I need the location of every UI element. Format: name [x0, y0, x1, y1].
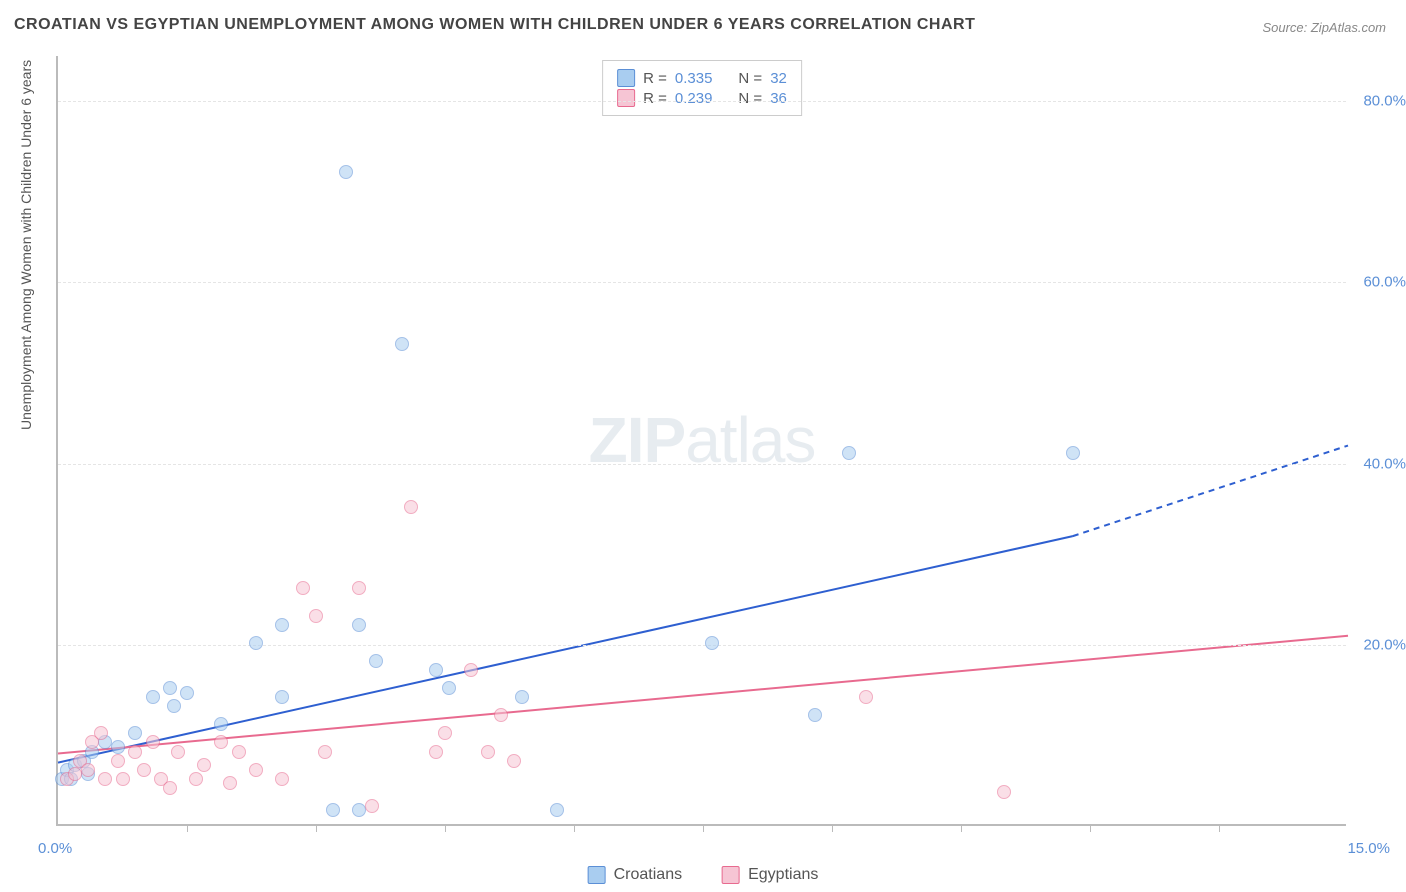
data-point [404, 500, 418, 514]
data-point [352, 581, 366, 595]
y-grid-label: 80.0% [1363, 93, 1406, 110]
data-point [111, 754, 125, 768]
data-point [197, 758, 211, 772]
trend-line [58, 636, 1348, 754]
y-axis-label: Unemployment Among Women with Children U… [18, 60, 34, 430]
data-point [326, 803, 340, 817]
data-point [429, 745, 443, 759]
data-point [1066, 446, 1080, 460]
data-point [128, 726, 142, 740]
x-start-label: 0.0% [38, 840, 72, 857]
data-point [171, 745, 185, 759]
x-tick [1219, 824, 1220, 832]
gridline [58, 282, 1346, 283]
data-point [94, 726, 108, 740]
x-tick [316, 824, 317, 832]
data-point [223, 776, 237, 790]
data-point [842, 446, 856, 460]
data-point [442, 681, 456, 695]
legend-label-egyptians: Egyptians [748, 866, 818, 884]
x-tick [1090, 824, 1091, 832]
trend-lines [58, 56, 1346, 824]
y-grid-label: 40.0% [1363, 455, 1406, 472]
gridline [58, 464, 1346, 465]
data-point [309, 609, 323, 623]
data-point [146, 690, 160, 704]
data-point [429, 663, 443, 677]
data-point [464, 663, 478, 677]
data-point [808, 708, 822, 722]
x-tick [703, 824, 704, 832]
data-point [137, 763, 151, 777]
data-point [81, 763, 95, 777]
x-tick [574, 824, 575, 832]
data-point [146, 735, 160, 749]
data-point [997, 785, 1011, 799]
data-point [859, 690, 873, 704]
data-point [163, 781, 177, 795]
data-point [365, 799, 379, 813]
data-point [214, 735, 228, 749]
data-point [507, 754, 521, 768]
data-point [249, 763, 263, 777]
data-point [318, 745, 332, 759]
x-tick [832, 824, 833, 832]
data-point [369, 654, 383, 668]
data-point [111, 740, 125, 754]
data-point [68, 767, 82, 781]
data-point [116, 772, 130, 786]
data-point [339, 165, 353, 179]
x-tick [961, 824, 962, 832]
data-point [481, 745, 495, 759]
data-point [163, 681, 177, 695]
data-point [98, 772, 112, 786]
y-grid-label: 20.0% [1363, 636, 1406, 653]
chart-title: CROATIAN VS EGYPTIAN UNEMPLOYMENT AMONG … [14, 16, 975, 34]
data-point [128, 745, 142, 759]
source-label: Source: ZipAtlas.com [1262, 20, 1386, 35]
data-point [352, 803, 366, 817]
swatch-egyptians-bottom [722, 866, 740, 884]
data-point [494, 708, 508, 722]
data-point [275, 690, 289, 704]
x-tick [187, 824, 188, 832]
data-point [167, 699, 181, 713]
data-point [296, 581, 310, 595]
data-point [275, 618, 289, 632]
plot-area: ZIPatlas R = 0.335 N = 32 R = 0.239 N = … [56, 56, 1346, 826]
data-point [352, 618, 366, 632]
data-point [275, 772, 289, 786]
trend-line-extension [1073, 446, 1348, 537]
legend-series: Croatians Egyptians [588, 866, 819, 884]
data-point [705, 636, 719, 650]
data-point [232, 745, 246, 759]
y-grid-label: 60.0% [1363, 274, 1406, 291]
legend-item-egyptians: Egyptians [722, 866, 818, 884]
data-point [550, 803, 564, 817]
x-tick [445, 824, 446, 832]
data-point [214, 717, 228, 731]
data-point [515, 690, 529, 704]
data-point [249, 636, 263, 650]
data-point [395, 337, 409, 351]
data-point [180, 686, 194, 700]
data-point [438, 726, 452, 740]
x-end-label: 15.0% [1347, 840, 1390, 857]
gridline [58, 101, 1346, 102]
legend-item-croatians: Croatians [588, 866, 682, 884]
trend-line [58, 536, 1073, 762]
swatch-croatians-bottom [588, 866, 606, 884]
data-point [189, 772, 203, 786]
legend-label-croatians: Croatians [614, 866, 682, 884]
